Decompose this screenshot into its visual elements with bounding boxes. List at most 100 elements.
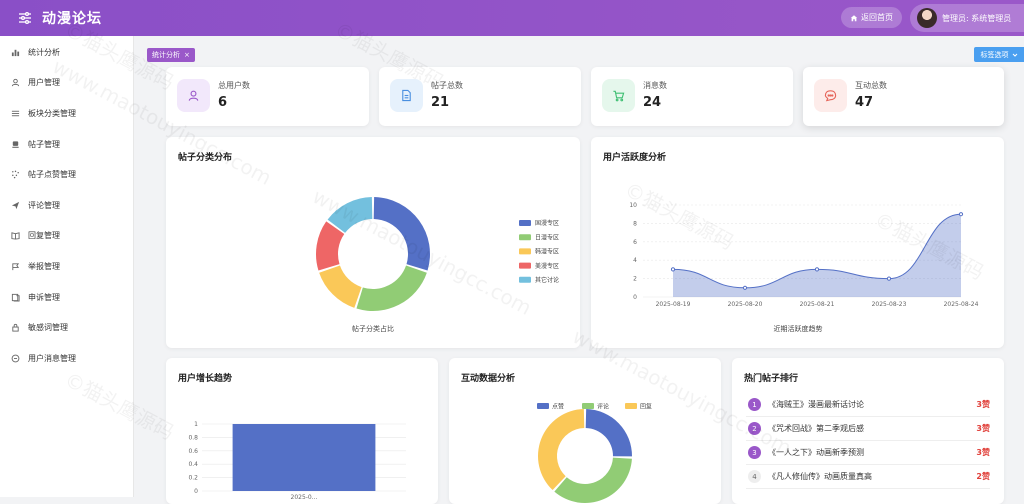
sidebar-item-label: 回复管理 xyxy=(28,231,60,241)
sidebar-item-appeals[interactable]: 申诉管理 xyxy=(0,282,133,313)
sidebar-item-label: 板块分类管理 xyxy=(28,108,76,118)
document-icon xyxy=(402,89,411,102)
y-tick-label: 0.2 xyxy=(188,475,198,482)
hot-post-item[interactable]: 1 《海贼王》漫画最新话讨论 3赞 xyxy=(746,393,990,417)
user-icon xyxy=(11,79,20,87)
chart-subtitle: 帖子分类占比 xyxy=(352,324,394,333)
x-tick-label: 2025-08-23 xyxy=(872,301,907,308)
stat-card-users: 总用户数 6 xyxy=(166,67,369,126)
chart-title: 用户活跃度分析 xyxy=(603,153,667,163)
sidebar-item-posts[interactable]: 帖子管理 xyxy=(0,129,133,160)
sparkle-icon xyxy=(12,170,19,179)
app-title: 动漫论坛 xyxy=(42,11,102,27)
data-point[interactable] xyxy=(958,212,964,217)
growth-chart-card: 用户增长趋势 0 0.2 0.4 0.6 0.8 1 2025-0... xyxy=(166,358,438,504)
bar[interactable] xyxy=(232,424,376,491)
admin-menu[interactable]: 管理员: 系统管理员 xyxy=(910,4,1024,32)
legend-label: 回复 xyxy=(640,403,652,411)
hot-posts-card: 热门帖子排行 1 《海贼王》漫画最新话讨论 3赞 2 《咒术回战》第二季观后感 … xyxy=(732,358,1004,504)
stat-label: 帖子总数 xyxy=(431,81,463,90)
y-tick-label: 0.6 xyxy=(188,448,198,455)
sidebar-item-post-likes[interactable]: 帖子点赞管理 xyxy=(0,159,133,190)
rank-badge: 2 xyxy=(748,422,761,435)
cart-icon xyxy=(613,90,625,102)
rank-badge: 3 xyxy=(748,446,761,459)
stat-value: 24 xyxy=(643,95,662,110)
stat-label: 消息数 xyxy=(643,81,667,90)
hot-post-item[interactable]: 4 《凡人修仙传》动画质量真高 2赞 xyxy=(746,465,990,489)
sidebar-item-label: 统计分析 xyxy=(28,47,60,57)
donut-slice[interactable] xyxy=(554,457,632,503)
message-icon xyxy=(11,354,20,363)
stat-label: 互动总数 xyxy=(855,81,887,90)
donut-slice[interactable] xyxy=(373,197,430,271)
legend-label: 韩漫专区 xyxy=(535,248,559,256)
appeal-icon xyxy=(11,293,20,302)
home-button[interactable]: 返回首页 xyxy=(841,7,902,28)
donut-slice[interactable] xyxy=(356,265,427,311)
hot-posts-title: 热门帖子排行 xyxy=(744,374,799,384)
y-tick-label: 8 xyxy=(633,220,637,227)
sidebar-item-sensitive-words[interactable]: 敏感词管理 xyxy=(0,312,133,343)
data-point[interactable] xyxy=(886,276,892,281)
hot-post-title: 《凡人修仙传》动画质量真高 xyxy=(768,472,872,481)
y-tick-label: 0.8 xyxy=(188,434,198,441)
legend-swatch xyxy=(625,403,637,409)
growth-bar-chart: 0 0.2 0.4 0.6 0.8 1 2025-0... xyxy=(188,421,406,501)
chat-icon xyxy=(824,90,837,102)
hot-post-title: 《咒术回战》第二季观后感 xyxy=(768,424,864,433)
sidebar-item-replies[interactable]: 回复管理 xyxy=(0,221,133,252)
data-point[interactable] xyxy=(670,267,676,272)
send-icon xyxy=(11,201,20,209)
legend-label: 评论 xyxy=(597,403,609,411)
donut-slice[interactable] xyxy=(585,409,632,457)
legend-label: 点赞 xyxy=(552,403,564,411)
y-tick-label: 1 xyxy=(194,421,198,428)
donut-slice[interactable] xyxy=(327,197,373,233)
chart-title: 帖子分类分布 xyxy=(178,153,233,163)
tab-options-button[interactable]: 标签选项 xyxy=(974,47,1024,62)
donut-slice[interactable] xyxy=(538,409,585,491)
y-tick-label: 4 xyxy=(633,257,637,264)
legend-swatch xyxy=(519,234,531,241)
rank-badge: 4 xyxy=(748,470,761,483)
legend-label: 其它讨论 xyxy=(535,276,559,284)
sidebar-item-comments[interactable]: 评论管理 xyxy=(0,190,133,221)
hot-post-item[interactable]: 3 《一人之下》动画新季预测 3赞 xyxy=(746,441,990,465)
tab-label: 统计分析 xyxy=(152,51,180,59)
legend-label: 国漫专区 xyxy=(535,219,559,227)
chart-title: 用户增长趋势 xyxy=(178,374,233,384)
sidebar-item-label: 申诉管理 xyxy=(28,292,60,302)
y-tick-label: 10 xyxy=(629,202,637,209)
legend-swatch xyxy=(519,220,531,226)
sidebar-item-statistics[interactable]: 统计分析 xyxy=(0,37,133,68)
admin-name: 管理员: 系统管理员 xyxy=(942,13,1012,23)
hot-post-likes: 3赞 xyxy=(976,424,990,433)
data-point[interactable] xyxy=(814,267,820,272)
hot-post-likes: 3赞 xyxy=(976,448,990,457)
hot-post-item[interactable]: 2 《咒术回战》第二季观后感 3赞 xyxy=(746,417,990,441)
sidebar-item-categories[interactable]: 板块分类管理 xyxy=(0,98,133,129)
legend-swatch xyxy=(537,403,549,409)
y-tick-label: 0 xyxy=(194,488,198,495)
donut-slice[interactable] xyxy=(316,221,345,271)
sidebar-item-reports[interactable]: 举报管理 xyxy=(0,251,133,282)
sidebar-item-label: 用户消息管理 xyxy=(28,353,76,363)
stat-value: 6 xyxy=(218,95,228,110)
top-header: 动漫论坛 返回首页 管理员: 系统管理员 xyxy=(0,0,1024,36)
tab-options-label: 标签选项 xyxy=(980,50,1009,59)
book-icon xyxy=(11,232,20,240)
y-tick-label: 6 xyxy=(633,239,637,246)
sidebar-item-users[interactable]: 用户管理 xyxy=(0,68,133,99)
donut-slice[interactable] xyxy=(319,265,362,308)
interaction-chart-card: 互动数据分析 点赞 评论 回复 xyxy=(449,358,721,504)
data-point[interactable] xyxy=(742,285,748,290)
sidebar-item-user-messages[interactable]: 用户消息管理 xyxy=(0,343,133,374)
legend-swatch xyxy=(519,248,531,255)
tab-close-icon[interactable]: × xyxy=(184,51,190,59)
activity-area xyxy=(673,214,961,297)
menu-toggle-icon[interactable] xyxy=(17,10,33,26)
tab-statistics[interactable]: 统计分析 × xyxy=(147,48,195,62)
legend-swatch xyxy=(582,403,594,409)
